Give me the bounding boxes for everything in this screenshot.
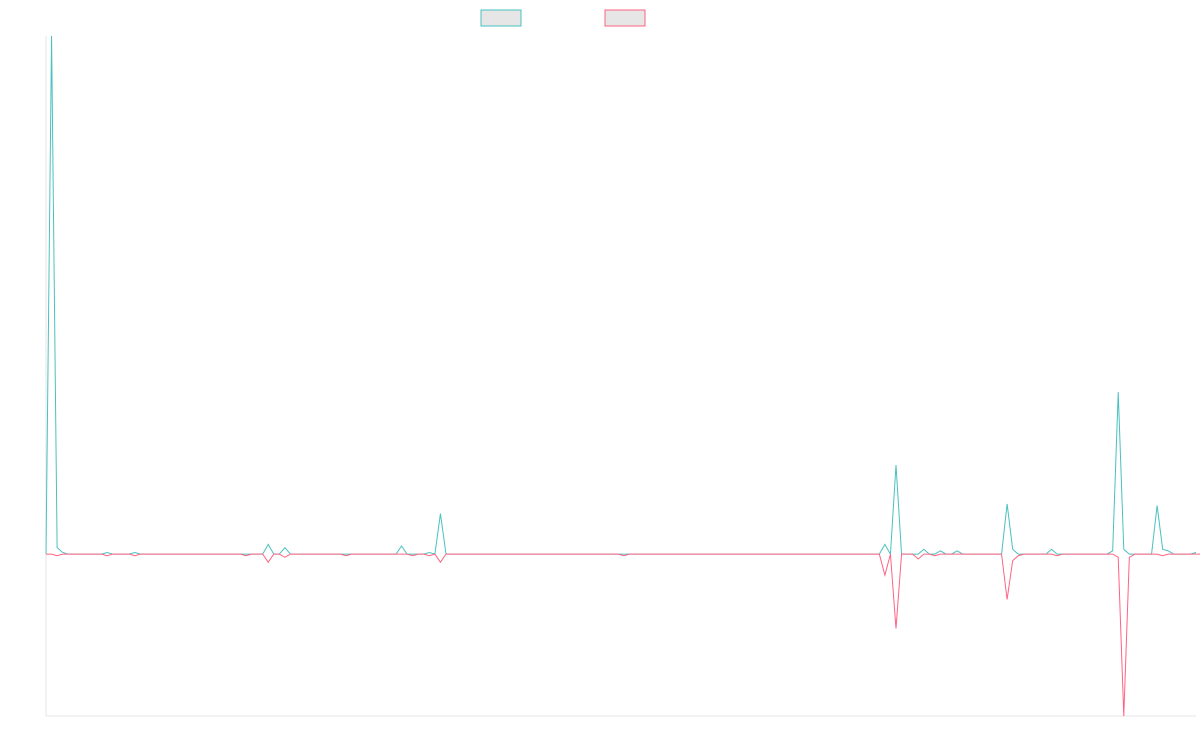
series-line-0	[45, 35, 1197, 556]
legend-item-0[interactable]	[480, 9, 522, 27]
legend-swatch-0	[480, 9, 522, 27]
legend	[480, 9, 646, 27]
series-line-1	[46, 553, 1200, 717]
axes	[45, 36, 1196, 717]
series-1	[46, 553, 1200, 717]
legend-swatch-1	[604, 9, 646, 27]
series-layer	[45, 35, 1200, 717]
legend-item-1[interactable]	[604, 9, 646, 27]
series-0	[45, 35, 1197, 556]
